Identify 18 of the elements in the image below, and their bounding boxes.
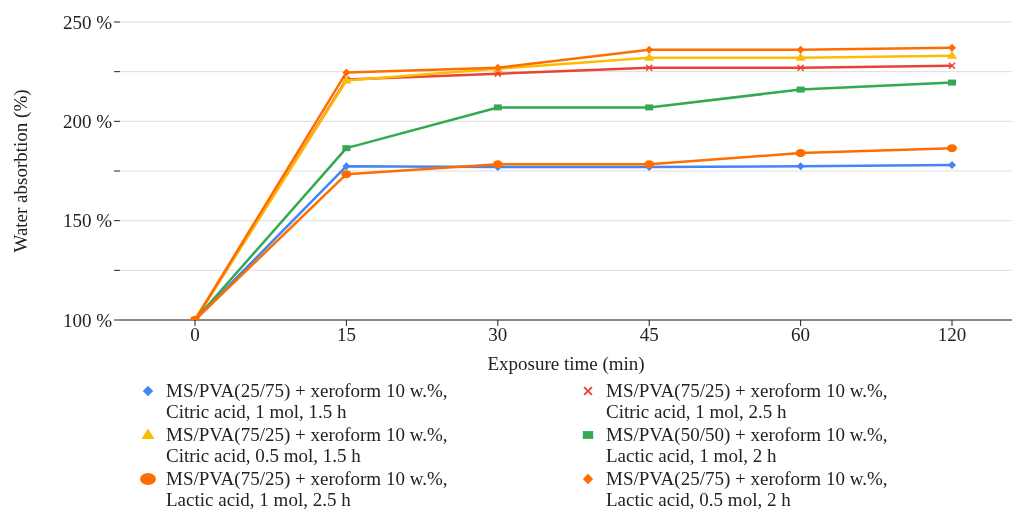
- y-tick-label: 150 %: [62, 210, 113, 232]
- y-tick-label: 200 %: [62, 111, 113, 133]
- x-tick-label: 45: [639, 324, 659, 346]
- legend-label: MS/PVA(50/50) + xeroform 10 w.%, Lactic acid, 1 mol, 2 h: [606, 424, 889, 466]
- x-tick-label: 120: [937, 324, 967, 346]
- x-tick-label: 60: [791, 324, 811, 346]
- y-tick-label: 250 %: [62, 11, 113, 33]
- legend-label: MS/PVA(75/25) + xeroform 10 w.%, Citric acid, 0.5 mol, 1.5 h: [166, 424, 449, 466]
- legend-label: MS/PVA(25/75) + xeroform 10 w.%, Lactic acid, 0.5 mol, 2 h: [606, 468, 889, 510]
- legend-label: MS/PVA(75/25) + xeroform 10 w.%, Lactic acid, 1 mol, 2.5 h: [166, 468, 449, 510]
- x-tick-label: 15: [336, 324, 356, 346]
- legend-label: MS/PVA(25/75) + xeroform 10 w.%, Citric acid, 1 mol, 1.5 h: [166, 380, 449, 422]
- x-axis-title: Exposure time (min): [487, 353, 645, 375]
- y-tick-label: 100 %: [62, 309, 113, 331]
- x-tick-label: 0: [190, 324, 200, 346]
- x-tick-label: 30: [488, 324, 508, 346]
- legend-label: MS/PVA(75/25) + xeroform 10 w.%, Citric acid, 1 mol, 2.5 h: [606, 380, 889, 422]
- y-axis-title: Water absorbtion (%): [9, 89, 32, 253]
